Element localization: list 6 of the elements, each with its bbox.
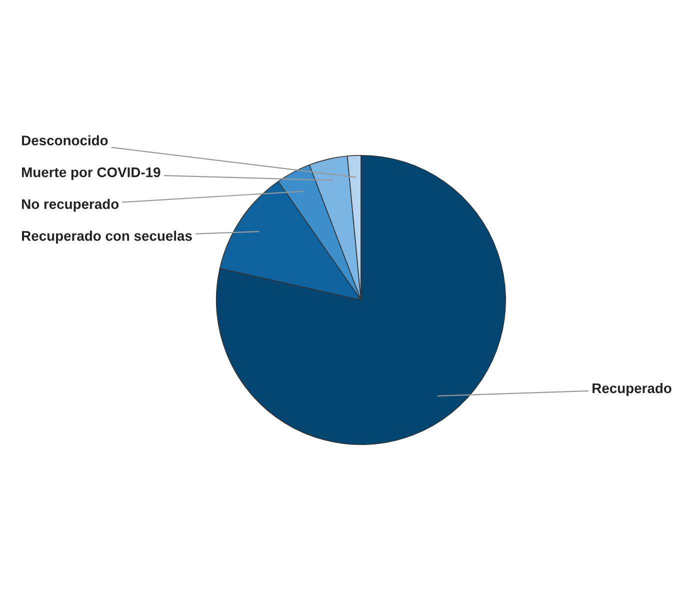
slice-label: No recuperado	[22, 198, 119, 212]
slice-label: Recuperado con secuelas	[22, 230, 192, 244]
slice-label: Recuperado	[592, 382, 672, 396]
pie-slice	[216, 154, 506, 446]
slice-label: Desconocido	[22, 135, 108, 146]
slice-label: Muerte por COVID-19	[22, 167, 160, 180]
